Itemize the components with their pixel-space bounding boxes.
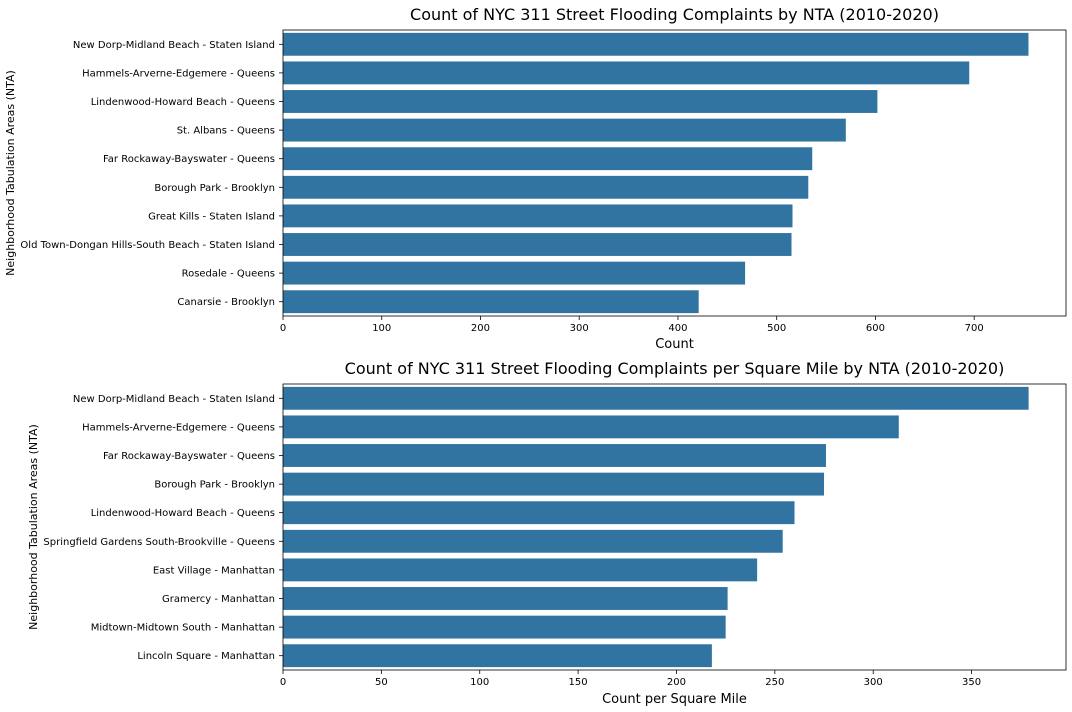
- x-tick-label-0: 0: [280, 323, 286, 334]
- category-label-4: Lindenwood-Howard Beach - Queens: [91, 508, 275, 519]
- plot-frame: [282, 383, 1067, 671]
- x-tick-label-5: 250: [765, 677, 784, 688]
- plot-frame: [282, 29, 1067, 317]
- bar-8: [283, 261, 746, 285]
- bar-1: [283, 415, 899, 439]
- category-label-7: Gramercy - Manhattan: [162, 594, 275, 605]
- bar-2: [283, 444, 826, 467]
- bar-8: [283, 615, 726, 639]
- bar-4: [283, 501, 795, 525]
- category-label-5: Borough Park - Brooklyn: [154, 183, 275, 194]
- bar-4: [283, 147, 813, 171]
- x-tick-label-7: 700: [965, 323, 984, 334]
- x-axis-label: Count per Square Mile: [602, 692, 747, 707]
- chart-title: Count of NYC 311 Street Flooding Complai…: [345, 359, 1005, 378]
- bar-2: [283, 90, 878, 113]
- category-label-3: Borough Park - Brooklyn: [154, 480, 275, 491]
- bar-7: [283, 587, 728, 610]
- bar-9: [283, 644, 712, 668]
- bar-3: [283, 472, 825, 496]
- bar-6: [283, 558, 758, 582]
- category-label-7: Old Town-Dongan Hills-South Beach - Stat…: [20, 240, 275, 251]
- x-tick-label-6: 600: [866, 323, 885, 334]
- category-label-1: Hammels-Arverne-Edgemere - Queens: [82, 422, 275, 433]
- chart-title: Count of NYC 311 Street Flooding Complai…: [410, 5, 939, 24]
- bar-5: [283, 529, 783, 553]
- bar-0: [283, 32, 1029, 56]
- category-label-0: New Dorp-Midland Beach - Staten Island: [73, 40, 275, 51]
- y-axis-label: Neighborhood Tabulation Areas (NTA): [27, 424, 40, 630]
- category-label-8: Midtown-Midtown South - Manhattan: [91, 623, 275, 634]
- category-label-2: Far Rockaway-Bayswater - Queens: [103, 451, 275, 462]
- x-tick-label-3: 300: [570, 323, 589, 334]
- category-label-9: Canarsie - Brooklyn: [177, 297, 275, 308]
- category-label-4: Far Rockaway-Bayswater - Queens: [103, 154, 275, 165]
- bar-6: [283, 204, 793, 228]
- category-label-0: New Dorp-Midland Beach - Staten Island: [73, 394, 275, 405]
- category-label-1: Hammels-Arverne-Edgemere - Queens: [82, 68, 275, 79]
- category-label-6: Great Kills - Staten Island: [148, 211, 275, 222]
- category-label-6: East Village - Manhattan: [153, 565, 275, 576]
- bar-3: [283, 118, 846, 142]
- chart-complaints-per-square-mile: New Dorp-Midland Beach - Staten Island Ha…: [27, 359, 1067, 707]
- x-tick-label-2: 200: [471, 323, 490, 334]
- x-tick-label-7: 350: [962, 677, 981, 688]
- x-tick-label-6: 300: [864, 677, 883, 688]
- x-tick-label-1: 100: [372, 323, 391, 334]
- category-label-5: Springfield Gardens South-Brookville - Q…: [43, 537, 275, 548]
- bar-9: [283, 290, 699, 314]
- x-tick-label-0: 0: [280, 677, 286, 688]
- chart-complaint-count: New Dorp-Midland Beach - Staten Island Ha…: [4, 5, 1067, 352]
- category-label-9: Lincoln Square - Manhattan: [137, 651, 275, 662]
- bar-0: [283, 386, 1029, 410]
- x-tick-label-3: 150: [569, 677, 588, 688]
- bar-5: [283, 175, 809, 199]
- x-tick-label-2: 100: [470, 677, 489, 688]
- category-label-3: St. Albans - Queens: [177, 126, 275, 137]
- y-axis-label: Neighborhood Tabulation Areas (NTA): [4, 70, 17, 276]
- x-tick-label-5: 500: [767, 323, 786, 334]
- x-tick-label-1: 50: [375, 677, 388, 688]
- bar-7: [283, 233, 792, 256]
- category-label-2: Lindenwood-Howard Beach - Queens: [91, 97, 275, 108]
- bar-1: [283, 61, 970, 85]
- x-tick-label-4: 200: [667, 677, 686, 688]
- category-label-8: Rosedale - Queens: [182, 269, 275, 280]
- x-axis-label: Count: [655, 337, 694, 352]
- x-tick-label-4: 400: [668, 323, 687, 334]
